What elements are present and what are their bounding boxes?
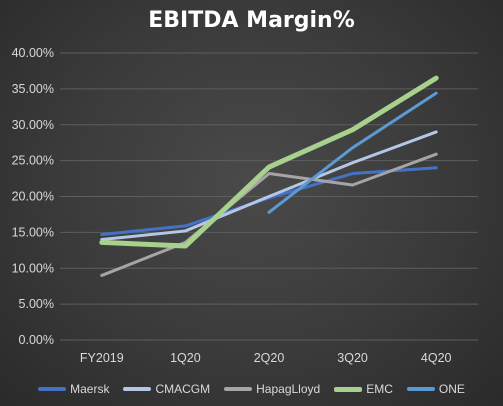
legend-label: ONE [438, 382, 465, 396]
y-tick-label: 0.00% [19, 333, 54, 347]
y-tick-label: 5.00% [19, 297, 54, 311]
series-line-maersk [100, 166, 438, 237]
legend-swatch [224, 387, 253, 391]
series-line-emc [99, 75, 439, 249]
legend-item-emc: EMC [334, 382, 393, 396]
legend-swatch [334, 386, 363, 392]
y-tick-label: 15.00% [12, 225, 54, 239]
legend-label: Maersk [70, 382, 110, 396]
y-tick-label: 40.00% [12, 46, 54, 60]
legend-item-one: ONE [406, 382, 465, 396]
x-tick-label: FY2019 [80, 351, 124, 365]
legend-swatch [38, 387, 67, 391]
x-tick-label: 2Q20 [254, 351, 285, 365]
legend-swatch [406, 387, 435, 391]
chart-title: EBITDA Margin% [148, 8, 355, 33]
x-tick-label: 4Q20 [421, 351, 452, 365]
legend-label: HapagLloyd [256, 382, 321, 396]
y-tick-label: 35.00% [12, 82, 54, 96]
series-line-one [267, 91, 438, 214]
legend-item-hapaglloyd: HapagLloyd [224, 382, 320, 396]
legend-item-maersk: Maersk [38, 382, 109, 396]
legend-label: CMACGM [155, 382, 211, 396]
series-line-cmacgm [100, 130, 438, 242]
y-tick-label: 25.00% [12, 154, 54, 168]
legend-label: EMC [366, 382, 393, 396]
legend-swatch [123, 387, 152, 391]
series-line-hapaglloyd [100, 152, 438, 277]
legend-item-cmacgm: CMACGM [123, 382, 210, 396]
y-tick-label: 30.00% [12, 118, 54, 132]
x-tick-label: 1Q20 [170, 351, 201, 365]
legend: Maersk CMACGM HapagLloyd EMC ONE [0, 382, 503, 396]
y-tick-label: 10.00% [12, 261, 54, 275]
y-tick-label: 20.00% [12, 190, 54, 204]
x-tick-label: 3Q20 [337, 351, 368, 365]
